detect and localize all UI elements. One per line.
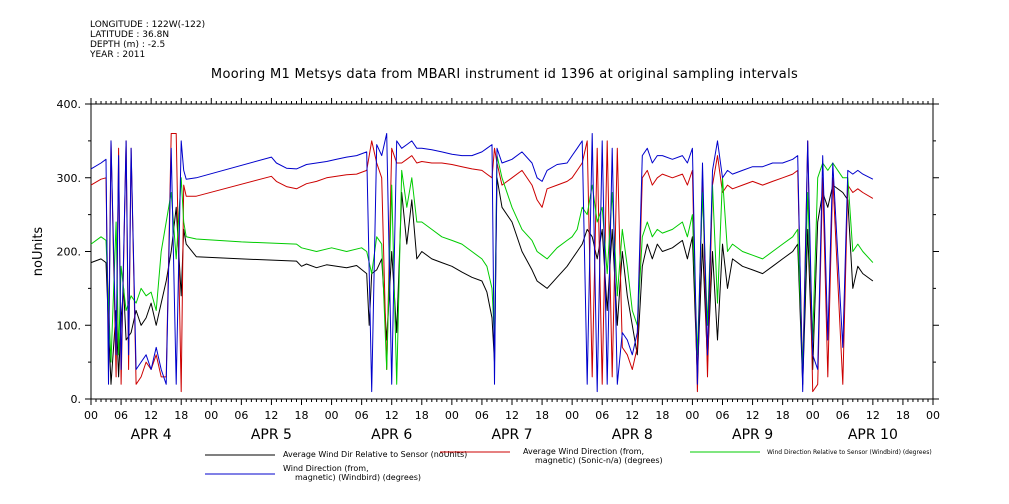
x-tick-label: 18 — [655, 409, 669, 422]
x-tick-label: 12 — [866, 409, 880, 422]
x-tick-label: 18 — [295, 409, 309, 422]
x-day-label: APR 7 — [491, 427, 532, 443]
x-tick-label: 06 — [475, 409, 489, 422]
x-tick-label: 18 — [535, 409, 549, 422]
x-tick-label: 12 — [746, 409, 760, 422]
x-tick-label: 06 — [716, 409, 730, 422]
x-tick-label: 12 — [264, 409, 278, 422]
series-line-3 — [90, 133, 874, 393]
x-tick-label: 06 — [355, 409, 369, 422]
chart-title: Mooring M1 Metsys data from MBARI instru… — [210, 67, 799, 82]
series-line-0 — [90, 177, 874, 385]
depth-label: DEPTH (m) : -2.5 — [90, 40, 166, 50]
legend-label-2: Wind Direction Relative to Sensor (Windb… — [767, 449, 932, 456]
x-tick-label: 06 — [114, 409, 128, 422]
legend-label-3: Wind Direction (from, magnetic) (Windbird… — [283, 464, 421, 482]
x-tick-label: 18 — [415, 409, 429, 422]
x-day-label: APR 5 — [251, 427, 292, 443]
x-tick-label: 00 — [685, 409, 699, 422]
x-tick-label: 06 — [836, 409, 850, 422]
y-tick-label: 400. — [57, 98, 82, 111]
x-tick-label: 18 — [174, 409, 188, 422]
y-tick-label: 0. — [71, 393, 82, 406]
year-label: YEAR : 2011 — [90, 50, 146, 60]
y-tick-label: 200. — [57, 246, 82, 259]
x-tick-label: 00 — [204, 409, 218, 422]
longitude-label: LONGITUDE : 122W(-122) — [90, 20, 206, 30]
y-axis-label: noUnits — [31, 227, 46, 277]
series-line-2 — [90, 155, 874, 385]
legend-label-1: Average Wind Direction (from, magnetic) (… — [523, 447, 663, 465]
series-line-1 — [90, 133, 874, 393]
x-tick-label: 06 — [234, 409, 248, 422]
x-tick-label: 06 — [595, 409, 609, 422]
x-tick-label: 00 — [565, 409, 579, 422]
x-tick-label: 18 — [776, 409, 790, 422]
x-day-label: APR 10 — [848, 427, 898, 443]
x-tick-label: 12 — [385, 409, 399, 422]
x-tick-label: 00 — [84, 409, 98, 422]
x-day-label: APR 4 — [131, 427, 172, 443]
latitude-label: LATITUDE : 36.8N — [90, 30, 170, 40]
x-day-label: APR 6 — [371, 427, 412, 443]
y-tick-label: 300. — [57, 172, 82, 185]
x-tick-label: 12 — [625, 409, 639, 422]
x-tick-label: 00 — [325, 409, 339, 422]
y-tick-label: 100. — [57, 319, 82, 332]
x-tick-label: 18 — [896, 409, 910, 422]
x-tick-label: 12 — [144, 409, 158, 422]
x-tick-label: 00 — [806, 409, 820, 422]
x-day-label: APR 8 — [612, 427, 653, 443]
x-tick-label: 00 — [926, 409, 940, 422]
station-metadata: LONGITUDE : 122W(-122) LATITUDE : 36.8N … — [90, 20, 205, 60]
x-tick-label: 00 — [445, 409, 459, 422]
x-day-label: APR 9 — [732, 427, 773, 443]
legend-label-0: Average Wind Dir Relative to Sensor (noU… — [283, 450, 467, 459]
x-tick-label: 12 — [505, 409, 519, 422]
